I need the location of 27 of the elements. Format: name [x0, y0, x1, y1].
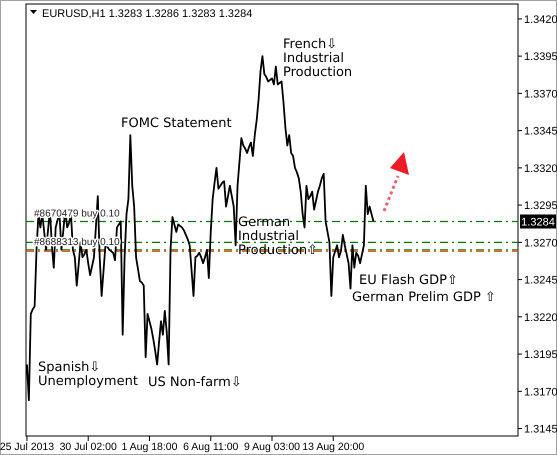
- annotation: EU Flash GDP⇧: [359, 273, 458, 288]
- y-tick-label: 1.3220: [524, 312, 557, 324]
- annotation: 1.3284: [521, 216, 555, 228]
- annotation: German Industrial Production⇧: [238, 215, 318, 258]
- x-tick-label: 1 Aug 18:00: [121, 441, 178, 453]
- y-tick-label: 1.3270: [524, 237, 557, 250]
- x-tick-label: 13 Aug 20:00: [302, 441, 364, 453]
- x-tick-label: 6 Aug 11:00: [183, 441, 239, 453]
- chart-title: EURUSD,H1 1.3283 1.3286 1.3283 1.3284: [42, 8, 252, 20]
- y-tick-label: 1.3395: [524, 51, 557, 64]
- x-tick-label: 30 Jul 02:00: [60, 441, 117, 453]
- annotation: US Non-farm⇩: [148, 375, 242, 390]
- y-tick-label: 1.3370: [524, 88, 557, 100]
- y-tick-label: 1.3145: [524, 424, 557, 436]
- annotation: German Prelim GDP ⇧: [352, 290, 496, 305]
- y-tick-label: 1.3195: [524, 349, 557, 362]
- x-tick-label: 25 Jul 2013: [0, 441, 54, 453]
- y-tick-label: 1.3320: [524, 162, 557, 175]
- annotation: French⇩ Industrial Production: [283, 37, 352, 80]
- y-tick-label: 1.3170: [524, 386, 557, 398]
- y-tick-label: 1.3345: [524, 126, 557, 138]
- y-tick-label: 1.3245: [524, 274, 557, 287]
- x-tick-label: 9 Aug 03:00: [244, 441, 300, 453]
- y-tick-label: 1.3420: [524, 14, 557, 26]
- y-tick-label: 1.3295: [524, 200, 557, 212]
- annotation: FOMC Statement: [121, 116, 232, 131]
- annotation: Spanish⇩ Unemployment: [38, 360, 138, 389]
